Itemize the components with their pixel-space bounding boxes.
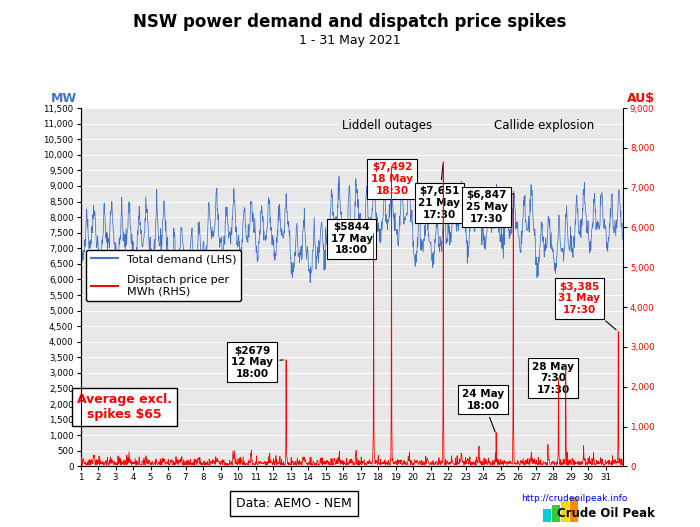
Text: NSW power demand and dispatch price spikes: NSW power demand and dispatch price spik… bbox=[133, 13, 567, 31]
Text: Average excl.
spikes $65: Average excl. spikes $65 bbox=[77, 393, 172, 421]
Text: Callide explosion: Callide explosion bbox=[494, 119, 594, 132]
Text: Crude Oil Peak: Crude Oil Peak bbox=[556, 508, 654, 520]
Text: http://crudeoilpeak.info: http://crudeoilpeak.info bbox=[521, 493, 627, 503]
Text: 28 May
7:30
17:30: 28 May 7:30 17:30 bbox=[532, 362, 574, 395]
Text: 24 May
18:00: 24 May 18:00 bbox=[462, 389, 504, 432]
Text: Data: AEMO - NEM: Data: AEMO - NEM bbox=[236, 497, 352, 510]
Text: $2679
12 May
18:00: $2679 12 May 18:00 bbox=[231, 346, 284, 379]
Text: Liddell outages: Liddell outages bbox=[342, 119, 432, 132]
Text: AU$: AU$ bbox=[626, 92, 654, 105]
Text: $7,492
18 May
18:30: $7,492 18 May 18:30 bbox=[371, 162, 413, 196]
Text: $6,847
25 May
17:30: $6,847 25 May 17:30 bbox=[466, 190, 513, 223]
Text: $5844
17 May
18:00: $5844 17 May 18:00 bbox=[330, 222, 373, 256]
Legend: Total demand (LHS), Disptach price per
MWh (RHS): Total demand (LHS), Disptach price per M… bbox=[86, 250, 241, 301]
Text: $3,385
31 May
17:30: $3,385 31 May 17:30 bbox=[559, 282, 616, 330]
Text: MW: MW bbox=[51, 92, 77, 105]
Text: 1 - 31 May 2021: 1 - 31 May 2021 bbox=[299, 34, 401, 47]
Text: $7,651
21 May
17:30: $7,651 21 May 17:30 bbox=[419, 164, 461, 220]
